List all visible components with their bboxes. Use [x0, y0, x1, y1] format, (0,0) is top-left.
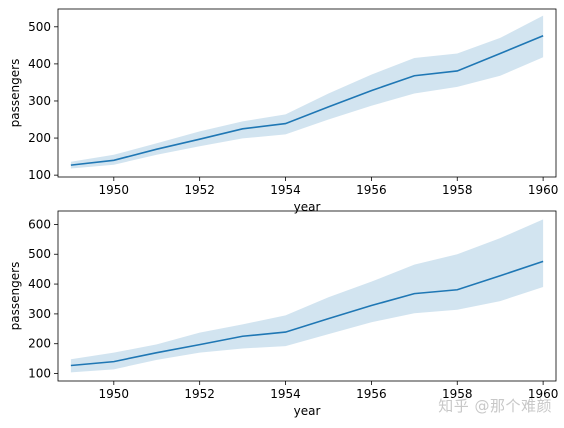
x-tick-label: 1950 — [99, 183, 130, 197]
y-tick-label: 500 — [28, 20, 51, 34]
x-tick-label: 1956 — [356, 387, 387, 401]
x-tick-label: 1952 — [184, 387, 215, 401]
subplot-top: 1950 1952 1954 1956 1958 1960 100 200 300 400 500 y… — [8, 8, 559, 214]
subplot-bottom: 1950 1952 1954 1956 1958 1960 100 200 300 400 500 6… — [8, 210, 559, 418]
x-tick-label: 1960 — [528, 387, 559, 401]
y-tick-label: 100 — [28, 168, 51, 182]
x-tick-label: 1952 — [184, 183, 215, 197]
x-tick-label: 1950 — [99, 387, 130, 401]
x-tick-label: 1960 — [528, 183, 559, 197]
x-tick-label: 1954 — [270, 387, 301, 401]
axes-frame — [57, 210, 557, 382]
y-tick-label: 300 — [28, 307, 51, 321]
y-axis-label: passengers — [8, 59, 22, 128]
y-tick-label: 400 — [28, 57, 51, 71]
series-line — [70, 34, 544, 166]
x-tick-label: 1956 — [356, 183, 387, 197]
y-tick-label: 500 — [28, 247, 51, 261]
confidence-band — [70, 15, 544, 169]
x-tick-label: 1958 — [442, 387, 473, 401]
series-line — [70, 260, 544, 367]
x-axis-label: year — [294, 200, 321, 214]
y-axis-label: passengers — [8, 262, 22, 331]
x-tick-label: 1958 — [442, 183, 473, 197]
y-tick-label: 600 — [28, 217, 51, 231]
x-axis-label: year — [294, 404, 321, 418]
watermark-text: 知乎 @那个难颜 — [438, 397, 552, 415]
y-tick-label: 400 — [28, 277, 51, 291]
y-tick-label: 200 — [28, 337, 51, 351]
x-tick-label: 1954 — [270, 183, 301, 197]
y-tick-label: 300 — [28, 94, 51, 108]
axes-frame — [57, 8, 557, 178]
y-tick-label: 100 — [28, 367, 51, 381]
y-tick-label: 200 — [28, 131, 51, 145]
confidence-band — [70, 219, 544, 373]
